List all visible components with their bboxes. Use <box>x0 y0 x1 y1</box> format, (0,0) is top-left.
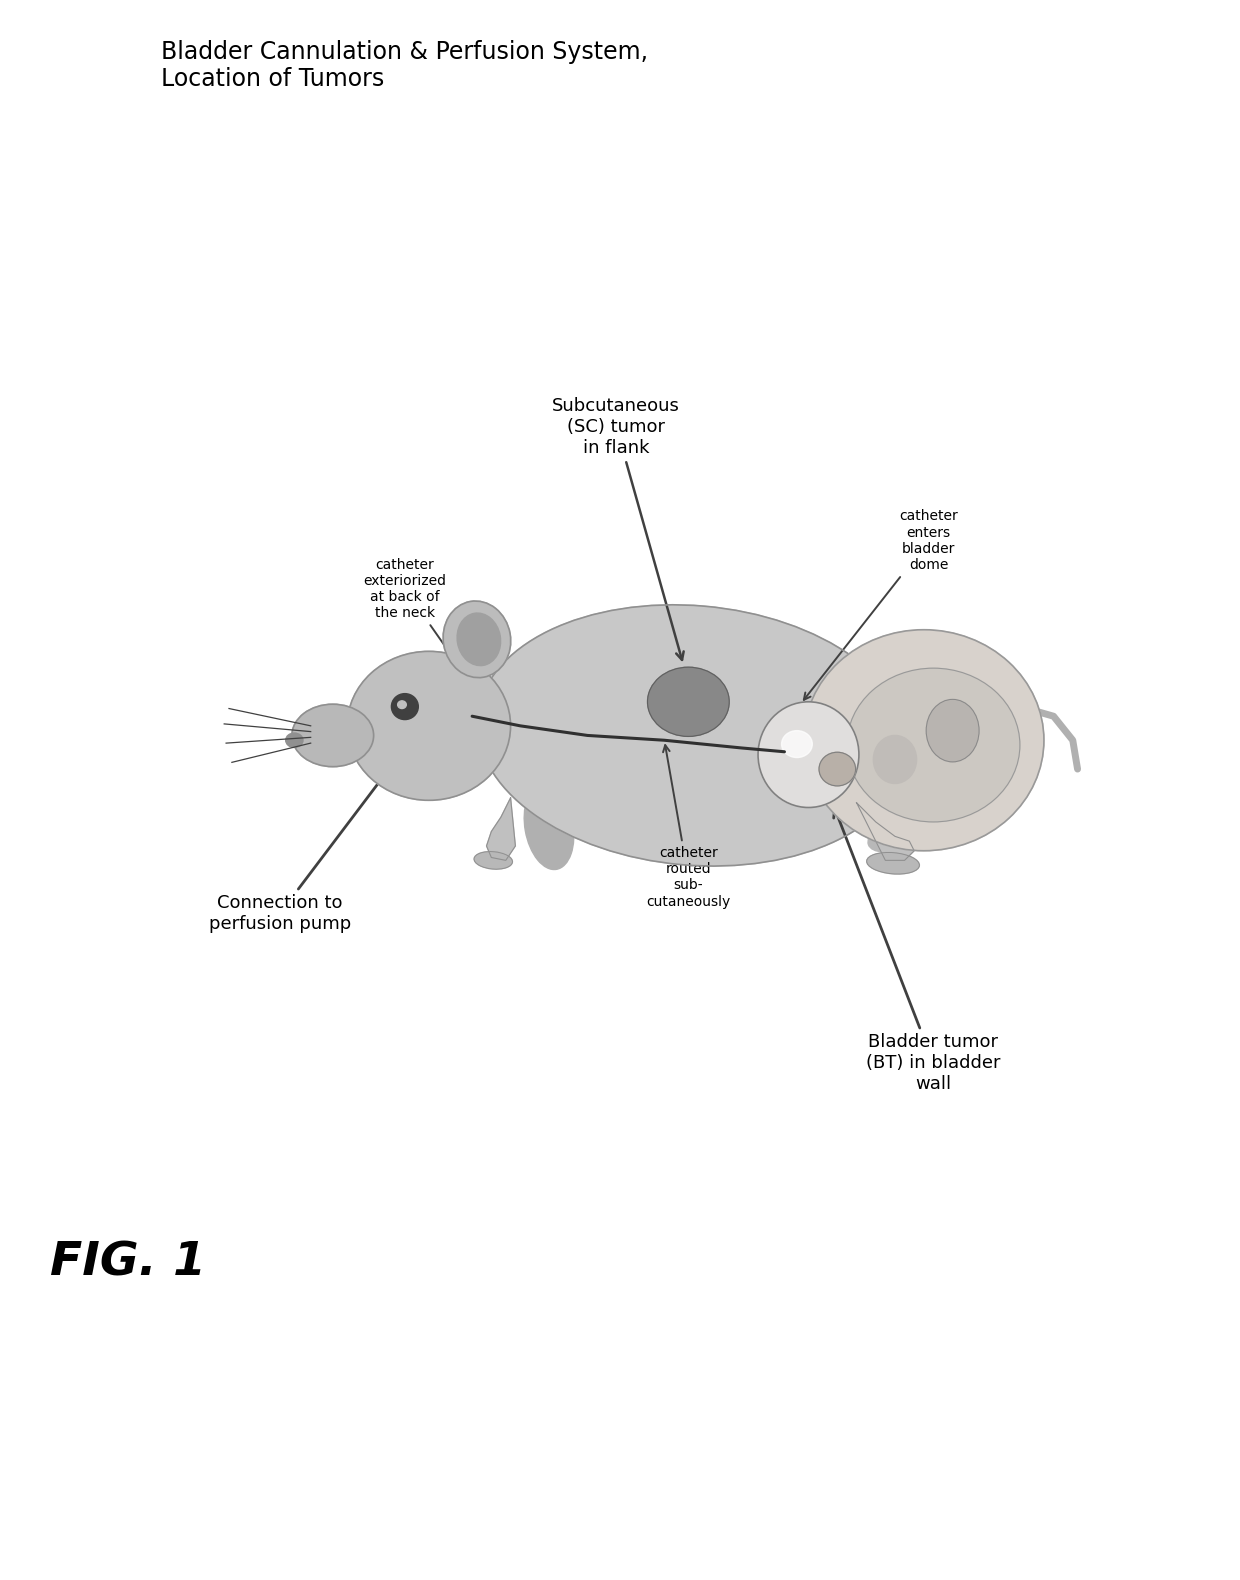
Ellipse shape <box>647 667 729 736</box>
Ellipse shape <box>758 702 859 807</box>
Polygon shape <box>857 803 914 861</box>
Ellipse shape <box>781 730 812 757</box>
Text: FIG. 1: FIG. 1 <box>50 1240 206 1285</box>
Text: Subcutaneous
(SC) tumor
in flank: Subcutaneous (SC) tumor in flank <box>552 397 683 660</box>
Ellipse shape <box>347 651 511 801</box>
Ellipse shape <box>291 705 373 766</box>
Text: catheter
exteriorized
at back of
the neck: catheter exteriorized at back of the nec… <box>363 558 494 716</box>
Ellipse shape <box>392 694 418 719</box>
Polygon shape <box>486 798 516 861</box>
Ellipse shape <box>474 852 512 869</box>
Ellipse shape <box>458 613 501 665</box>
Ellipse shape <box>847 668 1021 822</box>
Text: Bladder Cannulation & Perfusion System,
Location of Tumors: Bladder Cannulation & Perfusion System, … <box>161 40 649 92</box>
Ellipse shape <box>804 630 1044 850</box>
Ellipse shape <box>525 784 574 869</box>
Ellipse shape <box>820 752 856 785</box>
Ellipse shape <box>868 811 941 852</box>
Text: Connection to
perfusion pump: Connection to perfusion pump <box>208 773 387 932</box>
Ellipse shape <box>443 600 511 678</box>
Ellipse shape <box>285 733 303 747</box>
Text: catheter
routed
sub-
cutaneously: catheter routed sub- cutaneously <box>646 746 730 908</box>
Ellipse shape <box>398 702 407 708</box>
Ellipse shape <box>867 853 919 874</box>
Text: catheter
enters
bladder
dome: catheter enters bladder dome <box>804 509 959 700</box>
Ellipse shape <box>477 605 909 866</box>
Text: Bladder tumor
(BT) in bladder
wall: Bladder tumor (BT) in bladder wall <box>833 809 1001 1093</box>
Ellipse shape <box>926 700 980 762</box>
Ellipse shape <box>873 735 916 784</box>
